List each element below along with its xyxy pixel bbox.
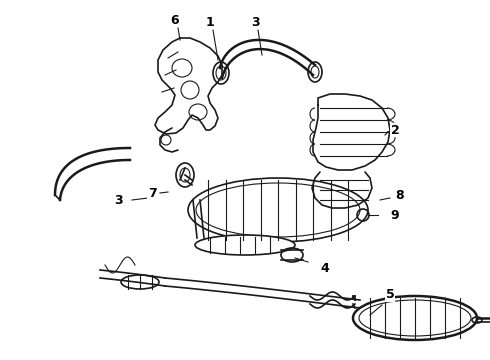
Text: 7: 7 bbox=[147, 186, 156, 199]
Text: 4: 4 bbox=[320, 261, 329, 274]
Text: 3: 3 bbox=[114, 194, 122, 207]
Text: 9: 9 bbox=[391, 208, 399, 221]
Text: 3: 3 bbox=[251, 15, 259, 28]
Text: 2: 2 bbox=[391, 123, 399, 136]
Ellipse shape bbox=[188, 178, 368, 242]
Text: 6: 6 bbox=[171, 14, 179, 27]
Text: 8: 8 bbox=[396, 189, 404, 202]
Ellipse shape bbox=[121, 275, 159, 289]
Ellipse shape bbox=[213, 62, 229, 84]
Ellipse shape bbox=[353, 296, 477, 340]
Text: 1: 1 bbox=[206, 15, 215, 28]
Ellipse shape bbox=[308, 62, 322, 82]
Ellipse shape bbox=[176, 163, 194, 187]
Text: 5: 5 bbox=[386, 288, 394, 302]
Ellipse shape bbox=[195, 235, 295, 255]
